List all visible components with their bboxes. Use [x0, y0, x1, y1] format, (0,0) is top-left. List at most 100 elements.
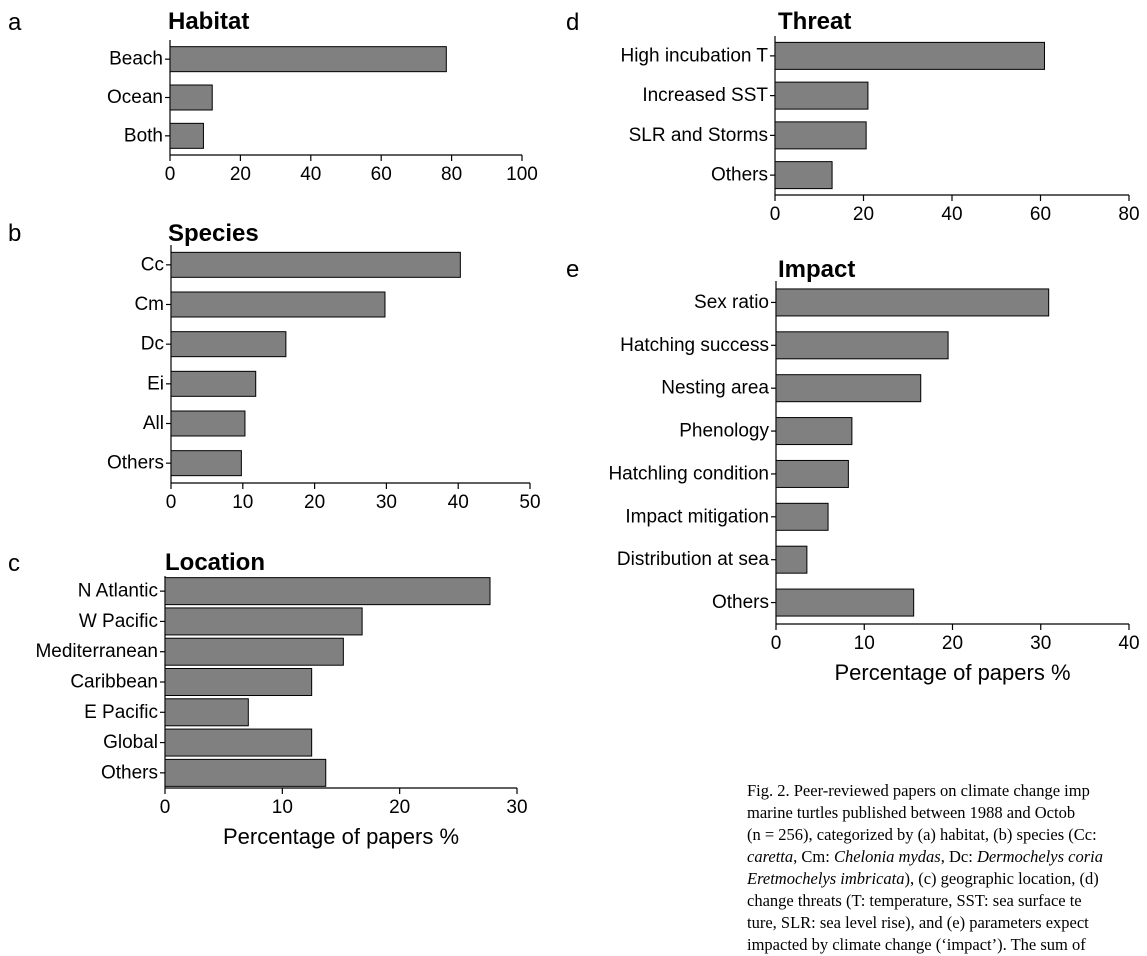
category-label: Sex ratio	[694, 292, 769, 313]
category-label: Others	[711, 165, 768, 186]
figure-caption: Fig. 2. Peer-reviewed papers on climate …	[747, 780, 1147, 956]
x-tick-label: 20	[853, 204, 874, 225]
caption-text: Fig. 2. Peer-reviewed papers on climate …	[747, 781, 1090, 800]
x-tick-label: 20	[389, 797, 410, 818]
x-tick-label: 0	[770, 204, 781, 225]
category-label: W Pacific	[79, 611, 158, 632]
category-label: Cc	[141, 254, 164, 275]
caption-text: , Cm:	[793, 847, 834, 866]
bar-n-atlantic	[164, 577, 491, 606]
panel-letter-b: b	[8, 220, 21, 247]
category-label: Global	[103, 732, 158, 753]
x-tick-label: 0	[165, 164, 176, 185]
x-tick-label: 30	[506, 797, 527, 818]
x-tick-label: 80	[1118, 204, 1139, 225]
category-label: Impact mitigation	[625, 506, 769, 527]
category-label: Mediterranean	[35, 641, 158, 662]
category-label: Caribbean	[70, 672, 158, 693]
bar-w-pacific	[164, 607, 363, 636]
x-tick-label: 40	[1118, 633, 1139, 654]
category-label: Others	[101, 762, 158, 783]
bar-e-pacific	[164, 698, 249, 727]
bar-dc	[170, 331, 287, 358]
caption-text: ture, SLR: sea level rise), and (e) para…	[747, 913, 1089, 932]
category-label: All	[143, 413, 164, 434]
bar-hatching-success	[775, 331, 949, 360]
panel-d: d Threat High incubation T Increased SST SLR…	[566, 8, 1140, 225]
x-tick-label: 100	[506, 164, 538, 185]
bar-caribbean	[164, 668, 313, 696]
category-label: Both	[124, 125, 163, 146]
panel-title-b: Species	[168, 220, 259, 247]
panel-title-e: Impact	[778, 256, 855, 283]
caption-text: change threats (T: temperature, SST: sea…	[747, 891, 1082, 910]
bar-others	[774, 161, 833, 190]
category-label: Others	[107, 453, 164, 474]
bar-others	[775, 588, 915, 617]
bar-impact-mitigation	[775, 502, 829, 531]
bar-cc	[170, 251, 461, 278]
x-tick-label: 0	[160, 797, 171, 818]
caption-text: impacted by climate change (‘impact’). T…	[747, 935, 1086, 954]
caption-text: ), (c) geographic location, (d)	[904, 869, 1099, 888]
x-tick-label: 20	[304, 492, 325, 513]
bar-high-incubation-t	[774, 41, 1045, 70]
caption-line: Fig. 2. Peer-reviewed papers on climate …	[747, 780, 1147, 802]
x-tick-label: 20	[230, 164, 251, 185]
category-label: Increased SST	[642, 85, 768, 106]
caption-line: Eretmochelys imbricata), (c) geographic …	[747, 868, 1147, 890]
caption-italic-text: Chelonia mydas	[833, 847, 941, 866]
caption-text: marine turtles published between 1988 an…	[747, 803, 1076, 822]
panel-c: c Location N Atlantic W Pacific Mediterranea…	[8, 549, 528, 849]
category-label: Nesting area	[661, 378, 769, 399]
x-tick-label: 10	[272, 797, 293, 818]
caption-line: change threats (T: temperature, SST: sea…	[747, 890, 1147, 912]
x-axis-label: Percentage of papers %	[834, 660, 1070, 685]
bar-slr-and-storms	[774, 121, 867, 150]
category-label: Hatchling condition	[608, 463, 769, 484]
panel-letter-c: c	[8, 550, 20, 577]
x-tick-label: 30	[376, 492, 397, 513]
bar-others	[170, 450, 242, 477]
bar-hatchling-condition	[775, 459, 849, 488]
x-tick-label: 10	[854, 633, 875, 654]
bar-phenology	[775, 417, 853, 446]
category-label: Ei	[147, 373, 164, 394]
bar-distribution-at-sea	[775, 545, 808, 574]
caption-italic-text: caretta	[747, 847, 794, 866]
category-label: N Atlantic	[78, 581, 158, 602]
category-label: Ocean	[107, 87, 163, 108]
x-tick-label: 30	[1030, 633, 1051, 654]
x-tick-label: 10	[232, 492, 253, 513]
bar-ocean	[169, 84, 213, 111]
bar-sex-ratio	[775, 288, 1050, 317]
category-label: Cm	[134, 294, 164, 315]
caption-line: impacted by climate change (‘impact’). T…	[747, 934, 1147, 956]
x-tick-label: 40	[300, 164, 321, 185]
category-label: E Pacific	[84, 702, 158, 723]
category-label: Dc	[141, 334, 164, 355]
category-label: Hatching success	[620, 335, 769, 356]
x-tick-label: 60	[371, 164, 392, 185]
bar-cm	[170, 291, 386, 318]
bar-nesting-area	[775, 374, 922, 403]
caption-italic-text: Eretmochelys imbricata	[747, 869, 905, 888]
panel-letter-d: d	[566, 9, 579, 36]
category-label: Others	[712, 592, 769, 613]
x-tick-label: 60	[1030, 204, 1051, 225]
x-tick-label: 0	[166, 492, 177, 513]
panel-title-a: Habitat	[168, 8, 249, 35]
x-tick-label: 80	[441, 164, 462, 185]
panel-letter-e: e	[566, 256, 579, 283]
bar-increased-sst	[774, 81, 869, 110]
caption-text: , Dc:	[940, 847, 977, 866]
panel-letter-a: a	[8, 9, 22, 36]
x-tick-label: 50	[519, 492, 540, 513]
x-tick-label: 0	[771, 633, 782, 654]
caption-line: ture, SLR: sea level rise), and (e) para…	[747, 912, 1147, 934]
x-tick-label: 40	[941, 204, 962, 225]
caption-italic-text: Dermochelys coria	[976, 847, 1103, 866]
